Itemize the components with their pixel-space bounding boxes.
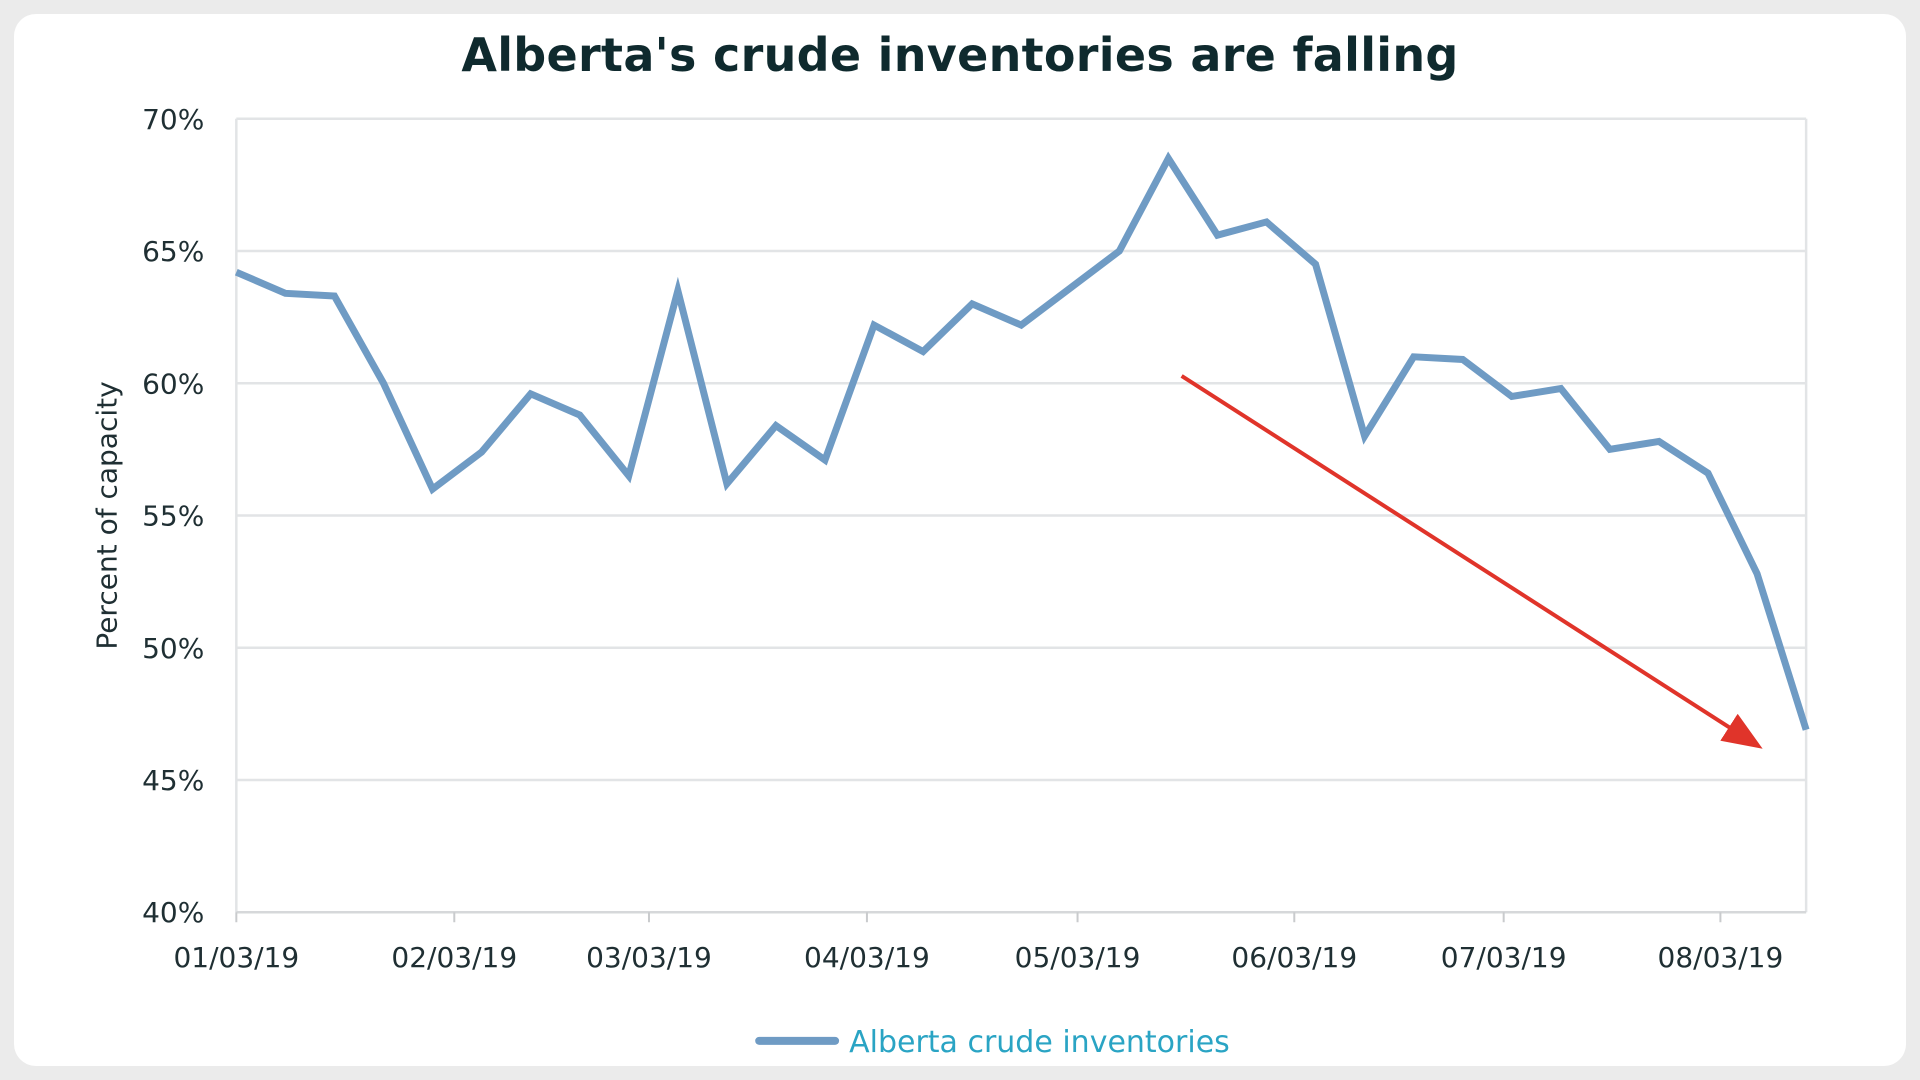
x-tick-label: 06/03/19 xyxy=(1231,941,1357,974)
y-tick-label: 70% xyxy=(142,103,204,136)
legend-label: Alberta crude inventories xyxy=(849,1025,1230,1060)
y-tick-label: 60% xyxy=(142,367,204,400)
x-tick-label: 04/03/19 xyxy=(804,941,930,974)
chart-svg: 40% 45% 50% 55% 60% 65% 70% 01/03/19 02/03/19 03/… xyxy=(90,103,1810,1060)
x-tick-label: 07/03/19 xyxy=(1441,941,1567,974)
chart-title: Alberta's crude inventories are falling xyxy=(461,28,1459,82)
chart-card: Alberta's crude inventories are falling … xyxy=(14,14,1906,1066)
y-tick-label: 65% xyxy=(142,235,204,268)
trend-arrow xyxy=(1180,374,1763,749)
x-tick-label: 01/03/19 xyxy=(173,941,299,974)
x-tick-label: 03/03/19 xyxy=(586,941,712,974)
x-tick-label: 08/03/19 xyxy=(1658,941,1784,974)
x-tick-label: 02/03/19 xyxy=(391,941,517,974)
y-tick-label: 50% xyxy=(142,632,204,665)
y-tick-label: 45% xyxy=(142,764,204,797)
y-axis-title: Percent of capacity xyxy=(90,381,123,649)
x-tick-label: 05/03/19 xyxy=(1015,941,1141,974)
series-line xyxy=(234,151,1810,731)
y-tick-label: 55% xyxy=(142,500,204,533)
y-tick-label: 40% xyxy=(142,896,204,929)
